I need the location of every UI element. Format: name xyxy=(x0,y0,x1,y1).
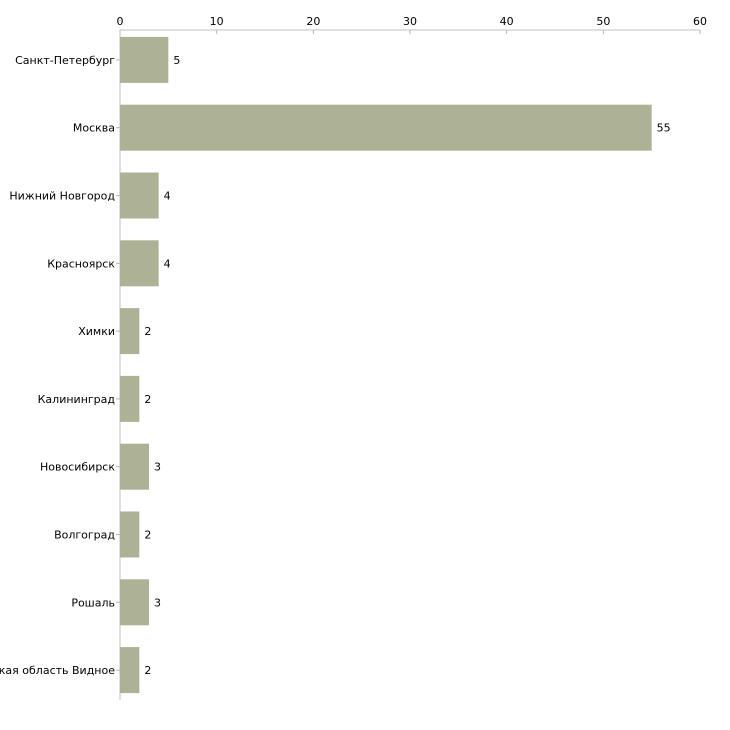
category-label: ская область Видное xyxy=(0,664,115,677)
bar xyxy=(120,172,159,219)
data-label: 2 xyxy=(144,664,151,677)
bar xyxy=(120,511,140,558)
data-label: 3 xyxy=(154,461,161,474)
bar xyxy=(120,104,652,151)
bar xyxy=(120,36,169,83)
data-label: 4 xyxy=(164,190,171,203)
data-label: 5 xyxy=(173,54,180,67)
category-label: Красноярск xyxy=(47,257,115,270)
bar xyxy=(120,647,140,694)
bar xyxy=(120,308,140,355)
x-tick-label: 20 xyxy=(306,15,320,28)
data-label: 2 xyxy=(144,325,151,338)
x-tick-label: 30 xyxy=(403,15,417,28)
category-label: Калининград xyxy=(38,393,116,406)
x-tick-label: 0 xyxy=(117,15,124,28)
data-label: 3 xyxy=(154,596,161,609)
data-label: 2 xyxy=(144,529,151,542)
data-label: 2 xyxy=(144,393,151,406)
x-tick-label: 60 xyxy=(693,15,707,28)
bar xyxy=(120,579,149,626)
x-tick-label: 10 xyxy=(210,15,224,28)
category-label: Санкт-Петербург xyxy=(15,54,115,67)
category-label: Химки xyxy=(78,325,115,338)
bar xyxy=(120,443,149,490)
x-tick-label: 40 xyxy=(500,15,514,28)
bar xyxy=(120,240,159,287)
category-label: Москва xyxy=(73,122,115,135)
category-label: Волгоград xyxy=(54,529,115,542)
data-label: 55 xyxy=(657,122,671,135)
x-tick-label: 50 xyxy=(596,15,610,28)
category-label: Новосибирск xyxy=(40,461,115,474)
bar xyxy=(120,375,140,422)
category-label: Нижний Новгород xyxy=(9,190,115,203)
category-label: Рошаль xyxy=(71,596,115,609)
data-label: 4 xyxy=(164,257,171,270)
